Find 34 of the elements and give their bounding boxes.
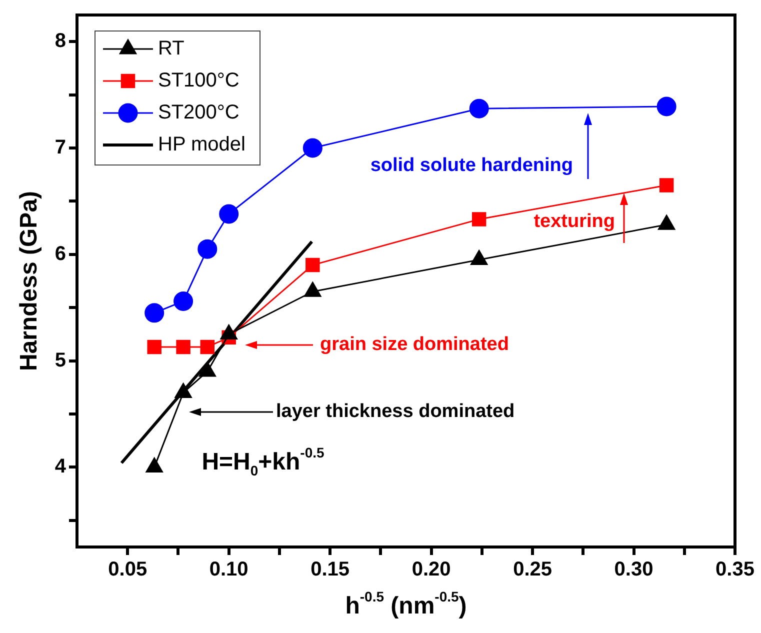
- point: [198, 239, 218, 259]
- y-tick-label: 4: [54, 456, 67, 478]
- y-tick-label: 7: [54, 136, 66, 159]
- legend-label: HP model: [158, 134, 246, 156]
- point: [659, 178, 674, 192]
- point: [200, 340, 214, 354]
- x-tick-label: 0.10: [209, 558, 248, 581]
- y-tick-label: 6: [54, 242, 66, 265]
- point: [656, 96, 676, 116]
- x-tick-label: 0.20: [412, 558, 451, 581]
- point: [302, 138, 322, 158]
- point: [472, 212, 486, 226]
- point: [147, 340, 162, 354]
- annotation: solid solute hardening: [370, 155, 574, 176]
- point: [144, 303, 164, 323]
- legend-label: RT: [158, 38, 184, 60]
- y-axis-title: Harndess (GPa): [16, 190, 43, 372]
- annotation: texturing: [534, 211, 615, 232]
- legend-label: ST200°C: [158, 102, 240, 124]
- point: [306, 258, 320, 272]
- legend-label: ST100°C: [158, 70, 240, 92]
- x-tick-label: 0.35: [716, 558, 754, 581]
- y-tick-label: 8: [54, 30, 66, 52]
- y-tick-label: 5: [54, 349, 66, 372]
- x-tick-label: 0.30: [614, 558, 654, 581]
- x-tick-label: 0.15: [310, 558, 350, 581]
- x-tick-label: 0.05: [108, 558, 148, 581]
- annotation: grain size dominated: [320, 334, 509, 356]
- point: [219, 204, 239, 224]
- x-tick-label: 0.25: [513, 558, 552, 581]
- point: [469, 98, 489, 118]
- point: [176, 340, 190, 354]
- point: [174, 291, 194, 311]
- annotation: layer thickness dominated: [276, 401, 515, 422]
